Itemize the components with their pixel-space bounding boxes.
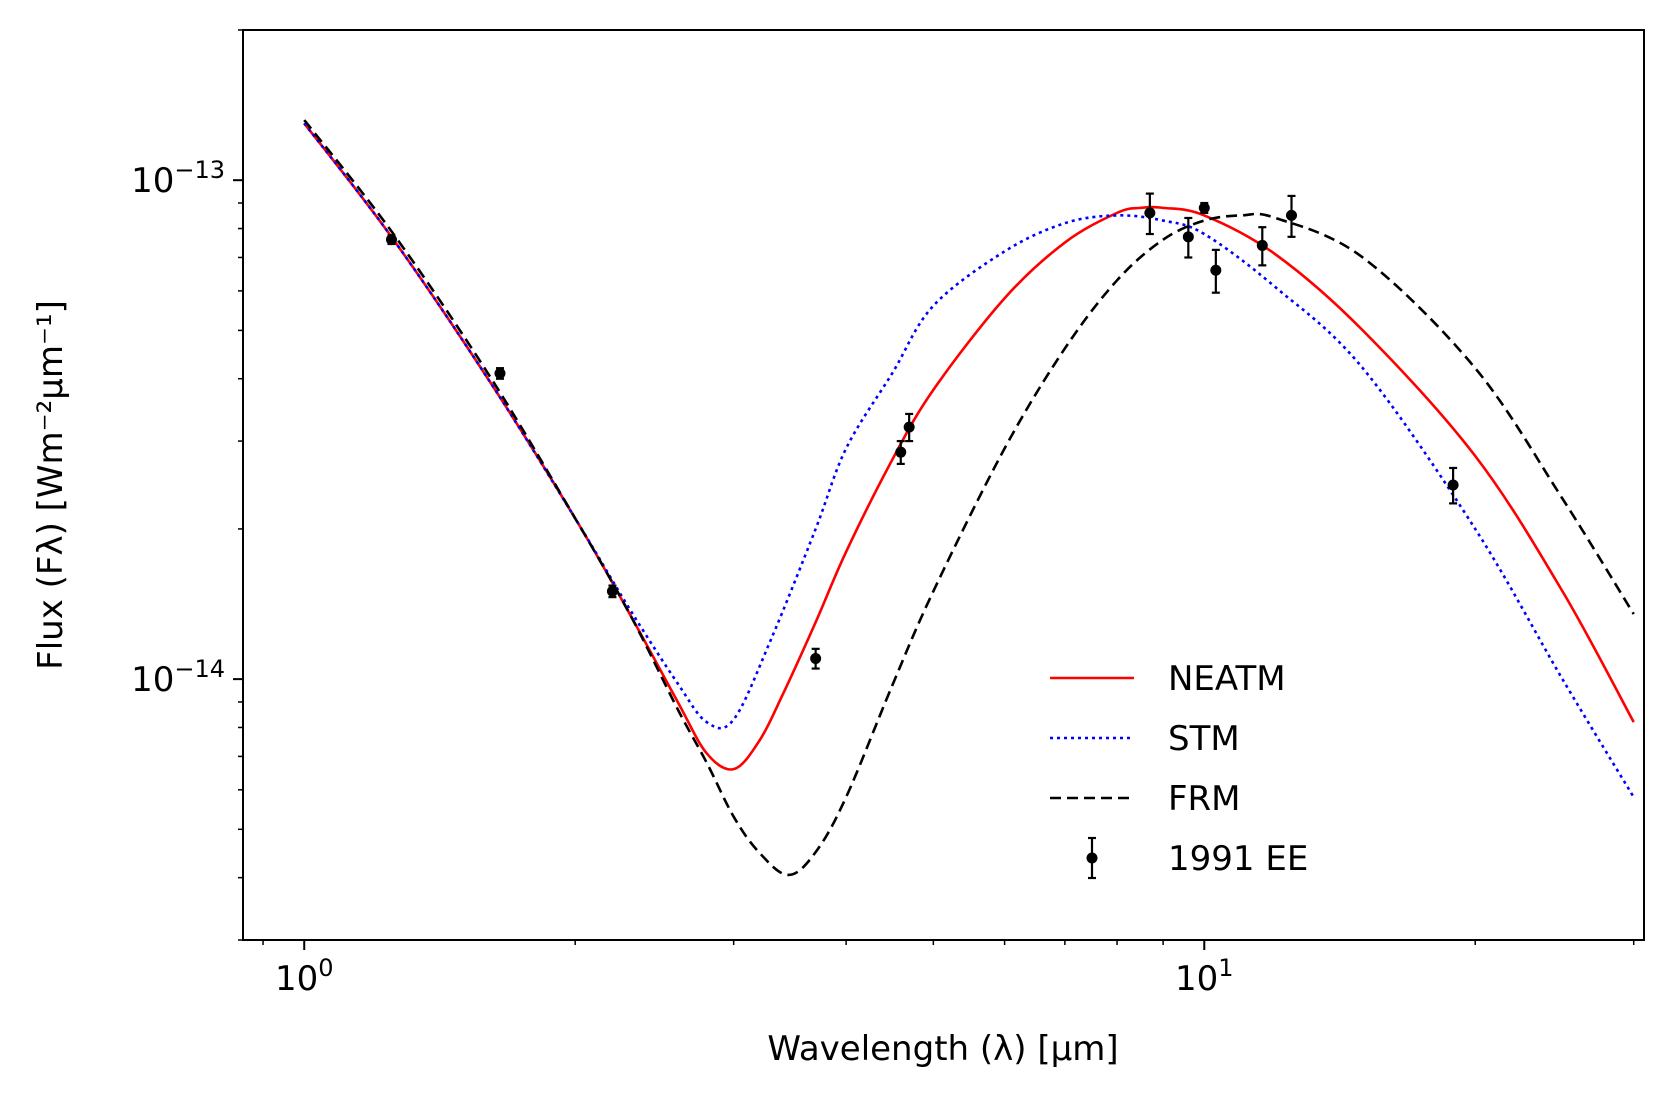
legend-label: NEATM	[1168, 659, 1286, 699]
data-points	[385, 192, 1459, 670]
series-line-frm	[303, 119, 1635, 877]
x-tick-label: 100	[275, 954, 334, 999]
data-point	[1286, 194, 1298, 238]
data-point	[1447, 466, 1459, 505]
series-layer	[303, 119, 1635, 877]
data-point	[385, 234, 397, 246]
data-point	[810, 647, 822, 670]
legend-item-stm: STM	[1050, 719, 1240, 759]
legend-item-points: 1991 EE	[1086, 836, 1308, 880]
legend-label: STM	[1168, 719, 1240, 759]
legend-label: FRM	[1168, 779, 1241, 819]
x-axis-label: Wavelength (λ) [μm]	[767, 1029, 1118, 1069]
data-point	[494, 367, 506, 380]
legend-item-neatm: NEATM	[1050, 659, 1286, 699]
legend-item-frm: FRM	[1050, 779, 1241, 819]
data-point	[1210, 248, 1222, 294]
data-point	[1144, 192, 1156, 236]
x-tick-label: 101	[1175, 954, 1234, 999]
plot-frame	[242, 29, 1645, 941]
y-tick-label: 10−14	[131, 655, 225, 700]
x-axis: 100 101	[262, 940, 1635, 999]
data-point	[1198, 201, 1210, 214]
data-point	[606, 584, 618, 599]
y-axis-label: Flux (Fλ) [Wm⁻²μm⁻¹]	[31, 300, 71, 670]
data-point	[1256, 226, 1268, 267]
data-point	[895, 439, 907, 466]
legend-label: 1991 EE	[1168, 839, 1308, 879]
data-point	[1182, 216, 1194, 259]
y-axis: 10−14 10−13	[131, 29, 243, 941]
y-tick-label: 10−13	[131, 156, 225, 201]
data-point	[903, 412, 915, 443]
legend: NEATM STM FRM 1991 EE	[1050, 659, 1308, 880]
